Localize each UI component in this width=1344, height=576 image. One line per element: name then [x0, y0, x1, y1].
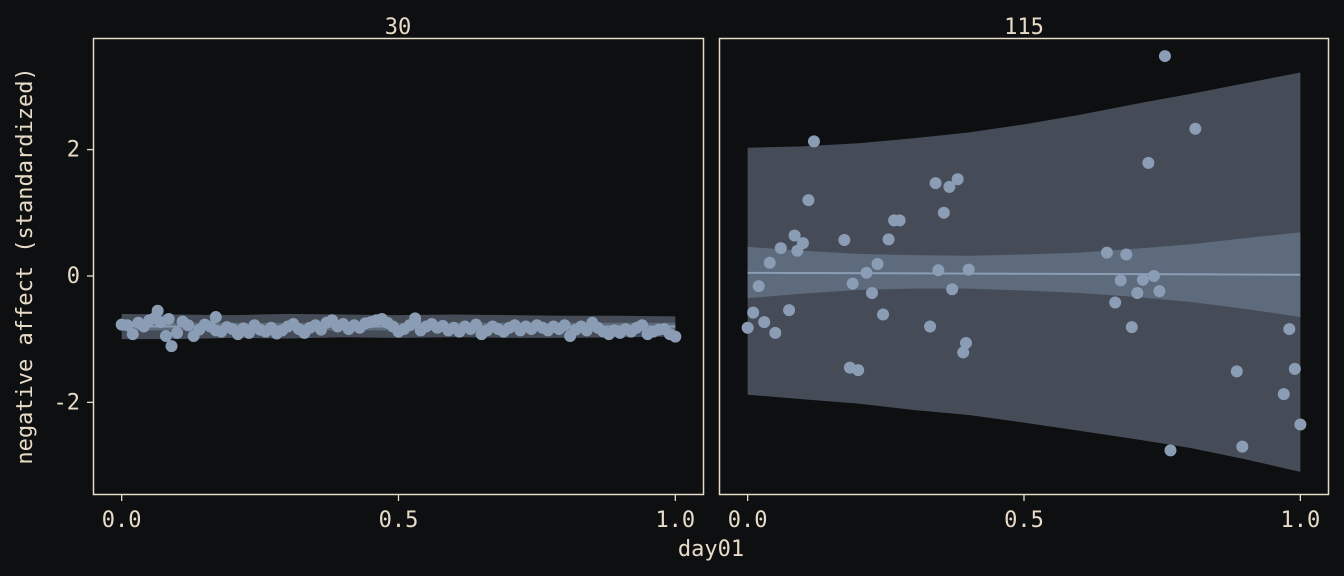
- panel-30-point: [636, 319, 649, 332]
- panel-30-point: [558, 319, 571, 332]
- panel-115-point: [924, 320, 937, 333]
- panel-115-point: [1100, 246, 1113, 259]
- panel-115-point: [807, 135, 820, 148]
- panel-115-point: [747, 306, 760, 319]
- panel-115-point: [741, 321, 754, 334]
- y-tick-label: -2: [54, 390, 81, 415]
- panel-115-x-tick-label: 1.0: [1280, 508, 1320, 533]
- y-axis: -2 0 2: [54, 138, 94, 415]
- panel-115-x-tick-label: 0.5: [1004, 508, 1044, 533]
- panel-115-point: [1142, 156, 1155, 169]
- panel-30-point: [121, 319, 134, 332]
- panel-115-point: [752, 280, 765, 293]
- panel-115-point: [877, 308, 890, 321]
- panel-30-point: [182, 319, 195, 332]
- panel-30-point: [162, 312, 175, 325]
- panel-30-point: [669, 330, 682, 343]
- panel-115-point: [1294, 418, 1307, 431]
- panel-115-point: [1158, 50, 1171, 63]
- panel-115-point: [1236, 440, 1249, 453]
- panel-115-point: [774, 242, 787, 255]
- panel-115-point: [846, 277, 859, 290]
- panel-30-point: [409, 312, 422, 325]
- panel-115-point: [957, 346, 970, 359]
- panel-115-point: [1125, 321, 1138, 334]
- panel-115-point: [1120, 248, 1133, 261]
- panel-30-x-tick-label: 0.5: [379, 508, 419, 533]
- panel-115-point: [852, 364, 865, 377]
- panel-115-point: [1230, 365, 1243, 378]
- panel-115-point: [1153, 285, 1166, 298]
- panel-115-point: [951, 173, 964, 186]
- panel-115-point: [943, 180, 956, 193]
- panel-115-point: [788, 229, 801, 242]
- panel-115-point: [1114, 274, 1127, 287]
- panel-115-point: [962, 263, 975, 276]
- panel-115-point: [838, 233, 851, 246]
- panel-115-point: [882, 233, 895, 246]
- panel-115-point: [1277, 388, 1290, 401]
- y-axis-label: negative affect (standardized): [13, 67, 38, 464]
- panel-30-border: [92, 37, 705, 496]
- panel-115-point: [758, 316, 771, 329]
- panel-30-point: [126, 328, 139, 341]
- panel-115-point: [763, 256, 776, 269]
- panel-30-point: [165, 340, 178, 353]
- x-axes: 0.0 0.5 1.0 0.0 0.5 1.0: [102, 494, 1320, 533]
- y-tick-label: 0: [67, 264, 80, 289]
- panel-115-point: [1189, 122, 1202, 135]
- panel-30: 30: [92, 15, 705, 496]
- panel-115-point: [959, 336, 972, 349]
- panel-30-point: [171, 326, 184, 339]
- panel-115-point: [1131, 287, 1144, 300]
- panel-30-point: [209, 311, 222, 324]
- panel-30-point: [159, 330, 172, 343]
- panel-30-point: [470, 318, 483, 331]
- panel-115-plot-area: [741, 50, 1307, 472]
- panel-115-point: [783, 304, 796, 317]
- panel-115-point: [1288, 362, 1301, 375]
- panel-115-point: [1164, 444, 1177, 457]
- panel-115-point: [860, 266, 873, 279]
- panel-115-point: [1109, 296, 1122, 309]
- panel-30-x-tick-label: 0.0: [102, 508, 142, 533]
- x-axis-label: day01: [678, 537, 744, 562]
- y-tick-label: 2: [67, 138, 80, 163]
- panel-115-point: [893, 214, 906, 227]
- panel-30-point: [151, 304, 164, 317]
- panel-115-x-tick-label: 0.0: [728, 508, 768, 533]
- panel-115-point: [1147, 269, 1160, 282]
- panel-115-point: [937, 206, 950, 219]
- panel-115-point: [769, 326, 782, 339]
- panel-115-point: [946, 283, 959, 296]
- panel-30-x-tick-label: 1.0: [655, 508, 695, 533]
- panel-115-strip-label: 115: [1004, 15, 1044, 40]
- panel-115-point: [932, 264, 945, 277]
- panel-115-point: [866, 287, 878, 300]
- panel-115: 115: [718, 15, 1330, 496]
- panel-30-strip-label: 30: [385, 15, 412, 40]
- panel-30-plot-area: [115, 304, 682, 353]
- panel-115-point: [1283, 323, 1296, 336]
- panel-115-point: [1136, 273, 1149, 286]
- panel-115-point: [929, 177, 942, 190]
- panel-115-fit-line: [747, 271, 1301, 276]
- panel-115-point: [802, 194, 815, 207]
- panel-115-point: [796, 237, 809, 250]
- panel-115-point: [871, 257, 884, 270]
